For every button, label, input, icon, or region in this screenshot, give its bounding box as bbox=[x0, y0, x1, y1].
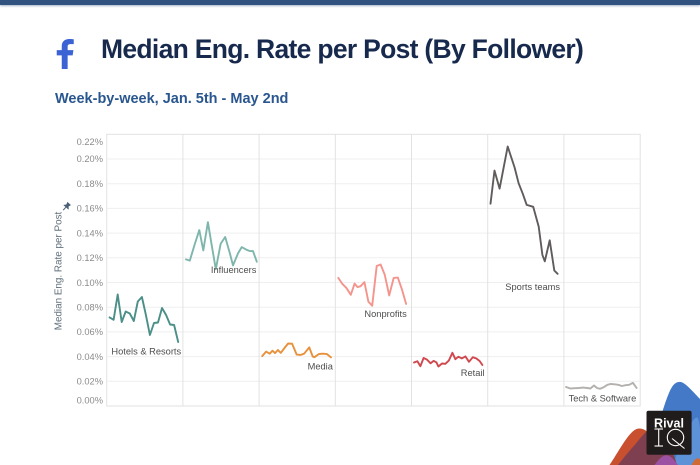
svg-text:Retail: Retail bbox=[461, 368, 485, 378]
svg-text:0.12%: 0.12% bbox=[77, 253, 103, 263]
svg-text:Media: Media bbox=[308, 361, 334, 371]
svg-text:Influencers: Influencers bbox=[211, 265, 257, 275]
svg-text:Nonprofits: Nonprofits bbox=[364, 309, 407, 319]
svg-text:0.00%: 0.00% bbox=[77, 396, 103, 406]
svg-text:0.02%: 0.02% bbox=[77, 377, 103, 387]
svg-text:Median Eng. Rate per Post: Median Eng. Rate per Post bbox=[54, 211, 65, 330]
svg-text:0.10%: 0.10% bbox=[77, 278, 103, 288]
svg-text:0.16%: 0.16% bbox=[77, 204, 103, 214]
svg-text:0.18%: 0.18% bbox=[77, 179, 103, 189]
svg-text:Sports teams: Sports teams bbox=[505, 282, 560, 292]
svg-text:Rival: Rival bbox=[654, 416, 684, 430]
svg-text:0.04%: 0.04% bbox=[77, 352, 103, 362]
svg-text:Hotels & Resorts: Hotels & Resorts bbox=[111, 346, 181, 356]
svg-text:0.14%: 0.14% bbox=[77, 228, 103, 238]
svg-text:0.06%: 0.06% bbox=[77, 327, 103, 337]
svg-text:0.22%: 0.22% bbox=[77, 137, 103, 147]
svg-text:Tech & Software: Tech & Software bbox=[569, 394, 637, 404]
svg-text:0.20%: 0.20% bbox=[77, 154, 103, 164]
svg-text:0.08%: 0.08% bbox=[77, 303, 103, 313]
